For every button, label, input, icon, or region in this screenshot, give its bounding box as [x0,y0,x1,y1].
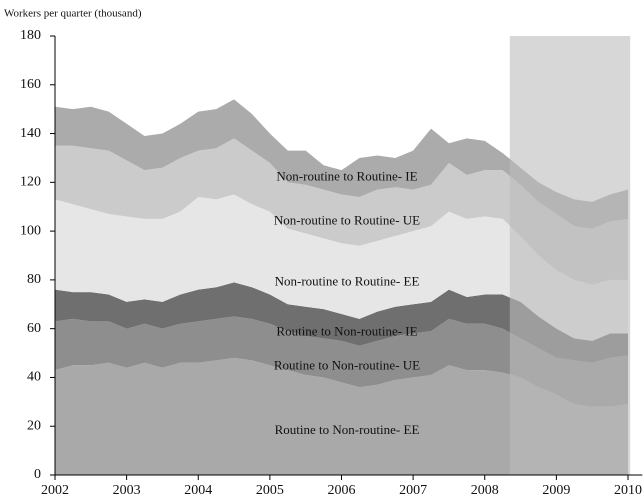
shaded-region [509,36,631,475]
y-tick-label: 0 [34,467,41,482]
area [55,357,628,475]
series-label: Non-routine to Routine- EE [275,273,420,288]
x-tick-label: 2009 [542,483,570,498]
y-tick-label: 160 [20,77,41,92]
x-tick-label: 2007 [399,483,427,498]
series-label: Non-routine to Routine- IE [276,168,417,183]
x-tick-label: 2002 [41,483,69,498]
y-tick-label: 40 [27,370,41,385]
area [55,194,628,341]
area [55,316,628,407]
area [55,138,628,285]
series-label: Routine to Non-routine- UE [274,357,420,372]
y-tick-label: 20 [27,418,41,433]
x-tick-label: 2004 [184,483,212,498]
y-tick-label: 60 [27,321,41,336]
y-axis-label: Workers per quarter (thousand) [4,8,142,20]
x-tick-label: 2006 [328,483,356,498]
series-label: Non-routine to Routine- UE [274,212,420,227]
x-tick-label: 2008 [471,483,499,498]
y-tick-label: 180 [20,28,41,43]
x-tick-label: 2003 [113,483,141,498]
area [55,282,628,363]
area [55,99,628,229]
y-tick-label: 100 [20,223,41,238]
series-label: Routine to Non-routine- IE [276,323,417,338]
series-label: Routine to Non-routine- EE [275,422,420,437]
y-tick-label: 140 [20,126,41,141]
y-tick-label: 120 [20,175,41,190]
y-tick-label: 80 [27,272,41,287]
x-tick-label: 2010 [614,483,642,498]
x-tick-label: 2005 [256,483,284,498]
